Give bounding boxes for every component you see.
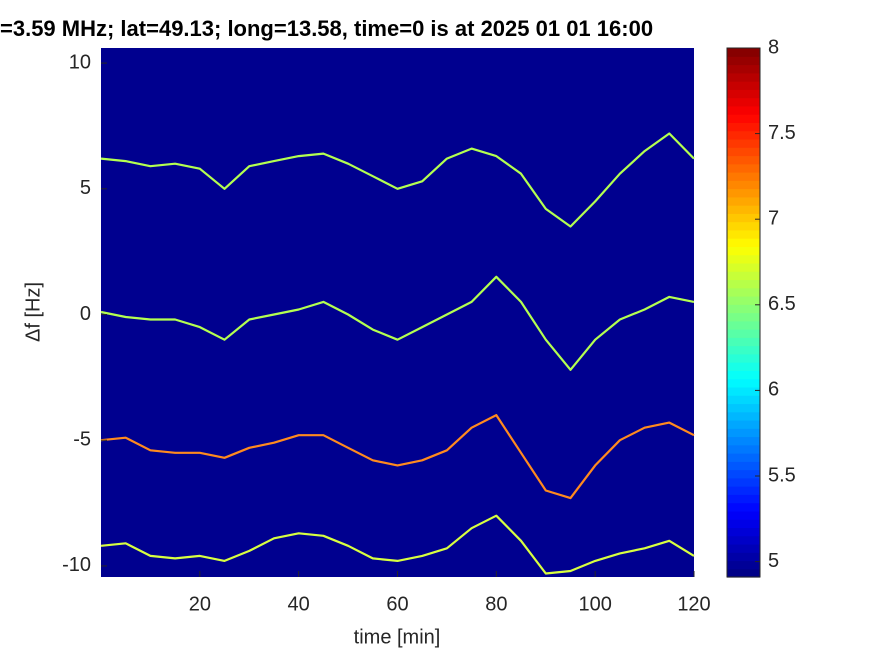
colorbar-segment [727, 353, 760, 363]
colorbar-segment [727, 56, 760, 66]
colorbar-segment [727, 502, 760, 512]
colorbar-segment [727, 122, 760, 132]
chart-title: =3.59 MHz; lat=49.13; long=13.58, time=0… [0, 16, 653, 41]
colorbar-segment [727, 568, 760, 578]
colorbar-segment [727, 97, 760, 107]
colorbar-segment [727, 362, 760, 371]
colorbar-segment [727, 114, 760, 123]
colorbar-segment [727, 386, 760, 396]
colorbar-segment [727, 287, 760, 297]
y-tick-label: -10 [62, 554, 91, 576]
signal-trace [100, 132, 695, 228]
colorbar-segment [727, 312, 760, 322]
colorbar-segment [727, 171, 760, 181]
colorbar-segment [727, 105, 760, 115]
colorbar-segment [727, 262, 760, 272]
x-axis-label: time [min] [354, 626, 441, 648]
colorbar-segment [727, 155, 760, 165]
x-tick-label: 20 [189, 593, 211, 615]
y-tick-label: 10 [69, 51, 91, 73]
signal-trace [100, 275, 695, 371]
colorbar-segment [727, 403, 760, 413]
colorbar-segment [727, 205, 760, 214]
colorbar-segment [727, 494, 760, 504]
colorbar-tick-label: 5 [768, 550, 779, 572]
colorbar-segment [727, 147, 760, 157]
colorbar-tick-label: 7 [768, 207, 779, 229]
colorbar-segment [727, 543, 760, 553]
colorbar-segment [727, 81, 760, 90]
colorbar-segment [727, 560, 760, 570]
colorbar-segment [727, 64, 760, 74]
colorbar-segment [727, 254, 760, 264]
colorbar-segment [727, 196, 760, 206]
y-tick-label: 5 [80, 177, 91, 199]
colorbar-segment [727, 428, 760, 438]
colorbar-segment [727, 89, 760, 99]
colorbar-segment [727, 486, 760, 495]
colorbar-segment [727, 461, 760, 471]
colorbar-segment [727, 419, 760, 429]
colorbar-segment [727, 304, 760, 314]
colorbar-segment [727, 510, 760, 520]
y-tick-label: 0 [80, 303, 91, 325]
colorbar-segment [727, 395, 760, 405]
colorbar-segment [727, 477, 760, 487]
signal-trace [100, 414, 695, 500]
y-axis-label: Δf [Hz] [22, 282, 44, 342]
colorbar-segment [727, 411, 760, 421]
colorbar-tick-label: 6.5 [768, 293, 796, 315]
colorbar-segment [727, 370, 760, 380]
x-tick-label: 80 [485, 593, 507, 615]
colorbar-segment [727, 163, 760, 173]
colorbar-segment [727, 130, 760, 140]
colorbar-segment [727, 271, 760, 281]
colorbar-tick-label: 7.5 [768, 122, 796, 144]
colorbar-frame [726, 47, 761, 578]
colorbar-segment [727, 180, 760, 190]
x-tick-label: 60 [386, 593, 408, 615]
colorbar-segment [727, 535, 760, 545]
colorbar-segment [727, 519, 760, 529]
colorbar-segment [727, 72, 760, 82]
x-tick-label: 120 [677, 593, 710, 615]
colorbar-segment [727, 279, 760, 289]
colorbar-segment [727, 138, 760, 148]
colorbar-segment [727, 246, 760, 256]
colorbar-tick-label: 8 [768, 36, 779, 58]
colorbar-segment [727, 378, 760, 388]
colorbar-segment [727, 229, 760, 239]
signal-trace [100, 514, 695, 575]
colorbar-segment [727, 320, 760, 330]
y-tick-label: -5 [73, 429, 91, 451]
colorbar-tick-label: 5.5 [768, 464, 796, 486]
colorbar-segment [727, 345, 760, 355]
colorbar-segment [727, 552, 760, 562]
plot-background [101, 48, 694, 577]
colorbar-segment [727, 469, 760, 479]
colorbar-segment [727, 527, 760, 537]
colorbar-segment [727, 221, 760, 231]
colorbar-tick-label: 6 [768, 379, 779, 401]
colorbar-segment [727, 337, 760, 347]
colorbar-segment [727, 453, 760, 462]
colorbar-segment [727, 295, 760, 305]
colorbar-segment [727, 444, 760, 454]
colorbar-segment [727, 213, 760, 223]
colorbar-segment [727, 238, 760, 247]
colorbar-segment [727, 329, 760, 338]
colorbar-segment [727, 48, 760, 57]
colorbar-segment [727, 436, 760, 446]
colorbar-segment [727, 188, 760, 198]
x-tick-label: 40 [288, 593, 310, 615]
x-tick-label: 100 [578, 593, 611, 615]
